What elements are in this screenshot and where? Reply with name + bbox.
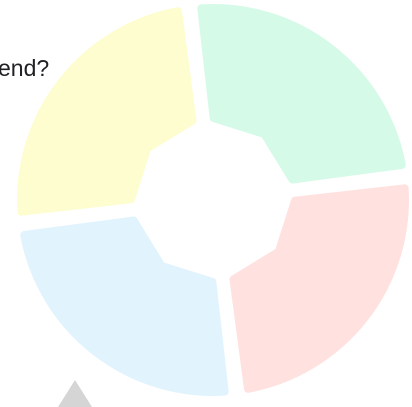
wheel-segment xyxy=(197,4,406,184)
prompt-text: end? xyxy=(0,55,49,81)
wheel-segment xyxy=(20,216,229,396)
pointer xyxy=(58,380,92,407)
wheel-segment xyxy=(229,184,409,393)
wheel-segment xyxy=(17,7,197,216)
wheel[interactable] xyxy=(17,4,409,396)
